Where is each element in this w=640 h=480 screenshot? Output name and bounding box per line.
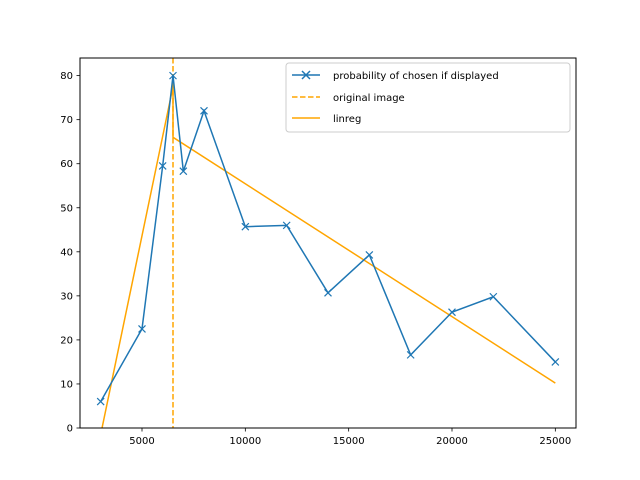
y-tick-label: 60 xyxy=(60,159,73,170)
x-axis: 5000 10000 15000 20000 25000 xyxy=(129,428,571,447)
data-point-marker xyxy=(365,250,374,259)
legend: probability of chosen if displayed origi… xyxy=(285,62,571,133)
data-point-marker xyxy=(138,324,146,333)
data-point-marker xyxy=(200,106,208,115)
y-tick-label: 70 xyxy=(60,115,73,126)
legend-box xyxy=(285,62,571,133)
x-tick-label: 20000 xyxy=(436,436,468,447)
x-tick-label: 10000 xyxy=(229,436,261,447)
y-tick-label: 20 xyxy=(60,335,73,346)
y-tick-label: 40 xyxy=(60,247,73,258)
data-point-marker xyxy=(282,221,291,230)
y-tick-label: 10 xyxy=(60,379,73,390)
legend-entry-probability: probability of chosen if displayed xyxy=(292,70,499,82)
y-tick-label: 80 xyxy=(60,71,73,82)
data-point-marker xyxy=(406,350,415,359)
plot-area xyxy=(79,57,577,429)
series-layer xyxy=(96,58,560,428)
x-tick-label: 5000 xyxy=(129,436,154,447)
legend-marker-x-icon xyxy=(301,70,311,80)
legend-label-probability: probability of chosen if displayed xyxy=(333,71,499,82)
y-axis: 0 10 20 30 40 50 60 70 80 xyxy=(60,71,80,435)
legend-label-linreg: linreg xyxy=(333,114,361,125)
y-tick-label: 50 xyxy=(60,203,73,214)
data-point-marker xyxy=(179,167,188,176)
y-tick-label: 0 xyxy=(67,424,73,435)
legend-label-original-image: original image xyxy=(333,93,405,104)
data-point-marker xyxy=(96,397,105,406)
data-point-marker xyxy=(489,292,498,301)
data-point-marker xyxy=(241,222,250,231)
y-tick-label: 30 xyxy=(60,291,73,302)
data-point-marker xyxy=(158,161,167,170)
data-point-marker xyxy=(324,288,332,297)
x-tick-label: 25000 xyxy=(539,436,571,447)
legend-entry-linreg: linreg xyxy=(292,114,361,125)
axes-frame xyxy=(79,57,577,429)
series-line-probability xyxy=(100,75,556,402)
x-tick-label: 15000 xyxy=(333,436,365,447)
data-point-marker xyxy=(448,308,456,317)
legend-entry-original-image: original image xyxy=(292,93,405,104)
series-line-linreg xyxy=(101,86,556,428)
data-point-marker xyxy=(551,358,560,366)
data-point-marker xyxy=(169,71,177,80)
